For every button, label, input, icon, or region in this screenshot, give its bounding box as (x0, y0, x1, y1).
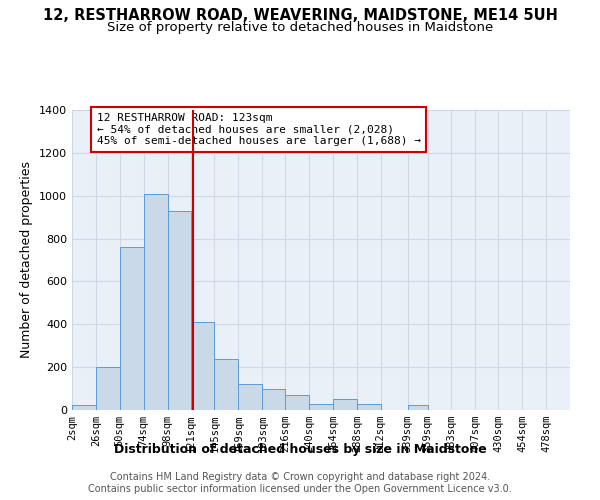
Text: 12 RESTHARROW ROAD: 123sqm
← 54% of detached houses are smaller (2,028)
45% of s: 12 RESTHARROW ROAD: 123sqm ← 54% of deta… (97, 113, 421, 146)
Bar (191, 322, 214, 410)
Bar (285, 395, 309, 410)
Bar (96, 367, 120, 410)
Bar (214, 358, 238, 410)
Text: Distribution of detached houses by size in Maidstone: Distribution of detached houses by size … (113, 442, 487, 456)
Bar (262, 388, 285, 410)
Text: Contains HM Land Registry data © Crown copyright and database right 2024.: Contains HM Land Registry data © Crown c… (110, 472, 490, 482)
Text: Size of property relative to detached houses in Maidstone: Size of property relative to detached ho… (107, 21, 493, 34)
Text: 12, RESTHARROW ROAD, WEAVERING, MAIDSTONE, ME14 5UH: 12, RESTHARROW ROAD, WEAVERING, MAIDSTON… (43, 8, 557, 22)
Text: Contains public sector information licensed under the Open Government Licence v3: Contains public sector information licen… (88, 484, 512, 494)
Bar (72, 404, 96, 410)
Bar (309, 404, 333, 410)
Bar (167, 210, 191, 410)
Bar (238, 384, 262, 410)
Bar (144, 194, 167, 410)
Bar (357, 404, 381, 410)
Bar (333, 400, 357, 410)
Bar (407, 404, 428, 410)
Bar (120, 247, 144, 410)
Y-axis label: Number of detached properties: Number of detached properties (20, 162, 34, 358)
